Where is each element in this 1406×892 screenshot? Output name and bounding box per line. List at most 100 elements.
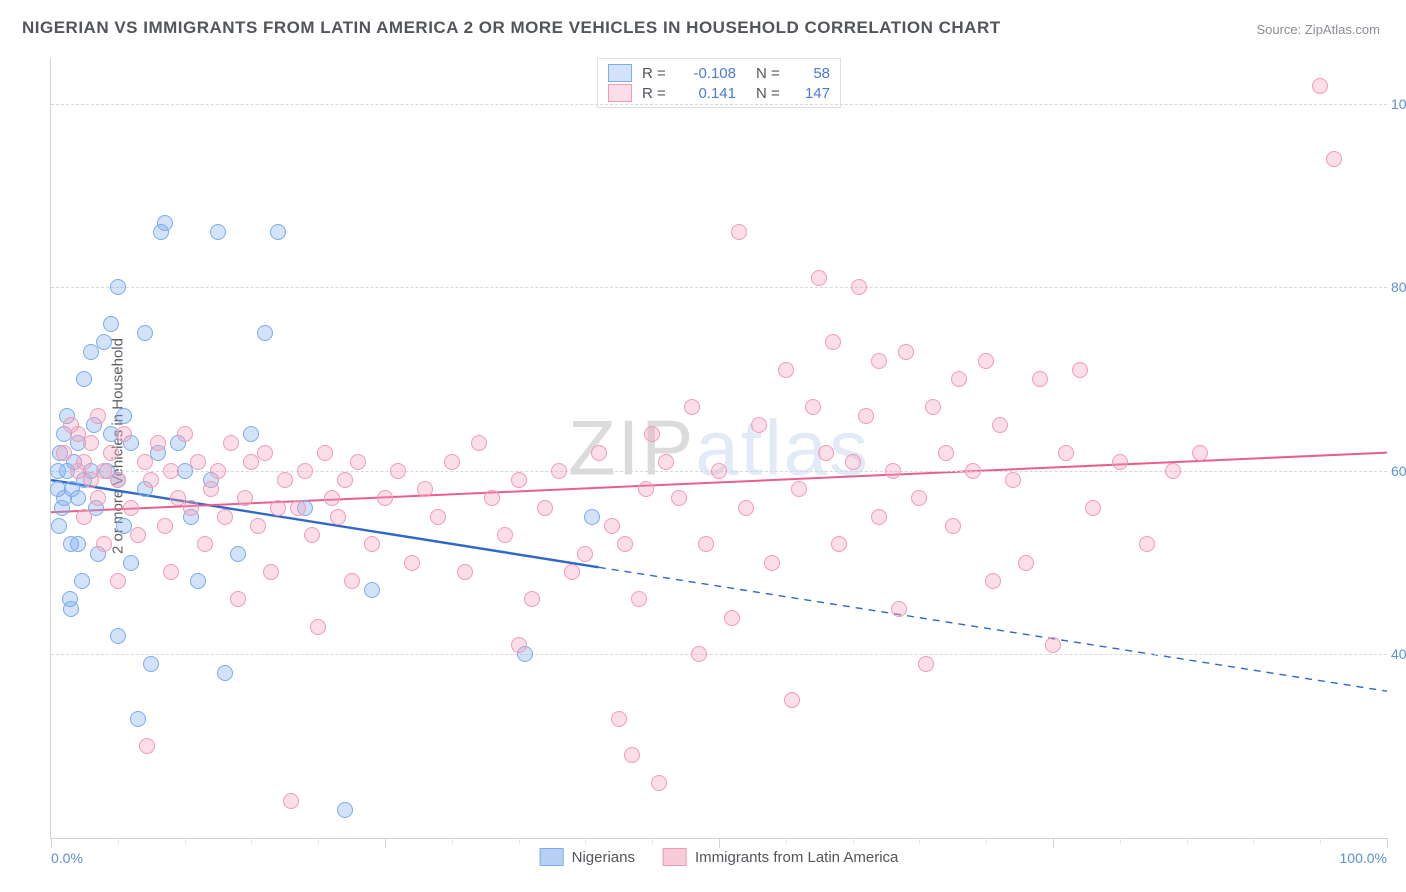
data-point (163, 463, 179, 479)
y-tick-label: 80.0% (1391, 279, 1406, 295)
data-point (537, 500, 553, 516)
y-tick-label: 40.0% (1391, 646, 1406, 662)
data-point (270, 500, 286, 516)
x-tick-label: 100.0% (1340, 850, 1387, 866)
data-point (764, 555, 780, 571)
data-point (885, 463, 901, 479)
y-tick-label: 60.0% (1391, 463, 1406, 479)
x-tick-major (51, 838, 52, 848)
x-tick-label: 0.0% (51, 850, 83, 866)
data-point (116, 426, 132, 442)
data-point (738, 500, 754, 516)
x-tick-minor (1320, 838, 1321, 844)
data-point (584, 509, 600, 525)
x-tick-minor (519, 838, 520, 844)
x-tick-minor (585, 838, 586, 844)
data-point (103, 316, 119, 332)
data-point (110, 472, 126, 488)
data-point (484, 490, 500, 506)
data-point (83, 435, 99, 451)
legend-r-value: 0.141 (680, 85, 736, 102)
data-point (591, 445, 607, 461)
gridline-h (51, 654, 1387, 655)
legend-r-value: -0.108 (680, 65, 736, 82)
data-point (831, 536, 847, 552)
data-point (778, 362, 794, 378)
data-point (324, 490, 340, 506)
data-point (871, 353, 887, 369)
data-point (143, 656, 159, 672)
data-point (724, 610, 740, 626)
data-point (130, 527, 146, 543)
legend-row: R =0.141N =147 (608, 83, 830, 103)
data-point (63, 601, 79, 617)
data-point (390, 463, 406, 479)
data-point (96, 334, 112, 350)
x-tick-minor (786, 838, 787, 844)
data-point (471, 435, 487, 451)
data-point (925, 399, 941, 415)
legend-swatch-icon (608, 84, 632, 102)
data-point (978, 353, 994, 369)
data-point (784, 692, 800, 708)
data-point (110, 279, 126, 295)
data-point (270, 224, 286, 240)
data-point (1192, 445, 1208, 461)
data-point (110, 628, 126, 644)
data-point (1326, 151, 1342, 167)
data-point (898, 344, 914, 360)
data-point (992, 417, 1008, 433)
data-point (190, 454, 206, 470)
data-point (76, 509, 92, 525)
data-point (157, 518, 173, 534)
data-point (1139, 536, 1155, 552)
legend-n-label: N = (756, 85, 784, 102)
data-point (1032, 371, 1048, 387)
data-point (1112, 454, 1128, 470)
data-point (76, 371, 92, 387)
data-point (177, 426, 193, 442)
data-point (617, 536, 633, 552)
data-point (76, 454, 92, 470)
data-point (143, 472, 159, 488)
data-point (364, 582, 380, 598)
correlation-legend: R =-0.108N =58R =0.141N =147 (597, 58, 841, 108)
series-legend-item: Nigerians (540, 848, 635, 866)
data-point (337, 472, 353, 488)
x-tick-major (719, 838, 720, 848)
data-point (444, 454, 460, 470)
x-tick-minor (853, 838, 854, 844)
data-point (891, 601, 907, 617)
data-point (404, 555, 420, 571)
data-point (283, 793, 299, 809)
data-point (150, 435, 166, 451)
data-point (210, 463, 226, 479)
x-tick-minor (1120, 838, 1121, 844)
data-point (330, 509, 346, 525)
data-point (1165, 463, 1181, 479)
data-point (230, 591, 246, 607)
data-point (858, 408, 874, 424)
data-point (671, 490, 687, 506)
trend-lines-layer (51, 58, 1387, 838)
x-tick-minor (919, 838, 920, 844)
x-tick-major (1053, 838, 1054, 848)
data-point (1058, 445, 1074, 461)
data-point (791, 481, 807, 497)
data-point (651, 775, 667, 791)
x-tick-minor (118, 838, 119, 844)
data-point (139, 738, 155, 754)
legend-r-label: R = (642, 85, 670, 102)
data-point (90, 490, 106, 506)
data-point (711, 463, 727, 479)
data-point (230, 546, 246, 562)
data-point (203, 481, 219, 497)
data-point (137, 325, 153, 341)
data-point (1005, 472, 1021, 488)
data-point (624, 747, 640, 763)
data-point (731, 224, 747, 240)
y-tick-label: 100.0% (1391, 96, 1406, 112)
data-point (56, 445, 72, 461)
legend-n-value: 58 (794, 65, 830, 82)
data-point (511, 472, 527, 488)
